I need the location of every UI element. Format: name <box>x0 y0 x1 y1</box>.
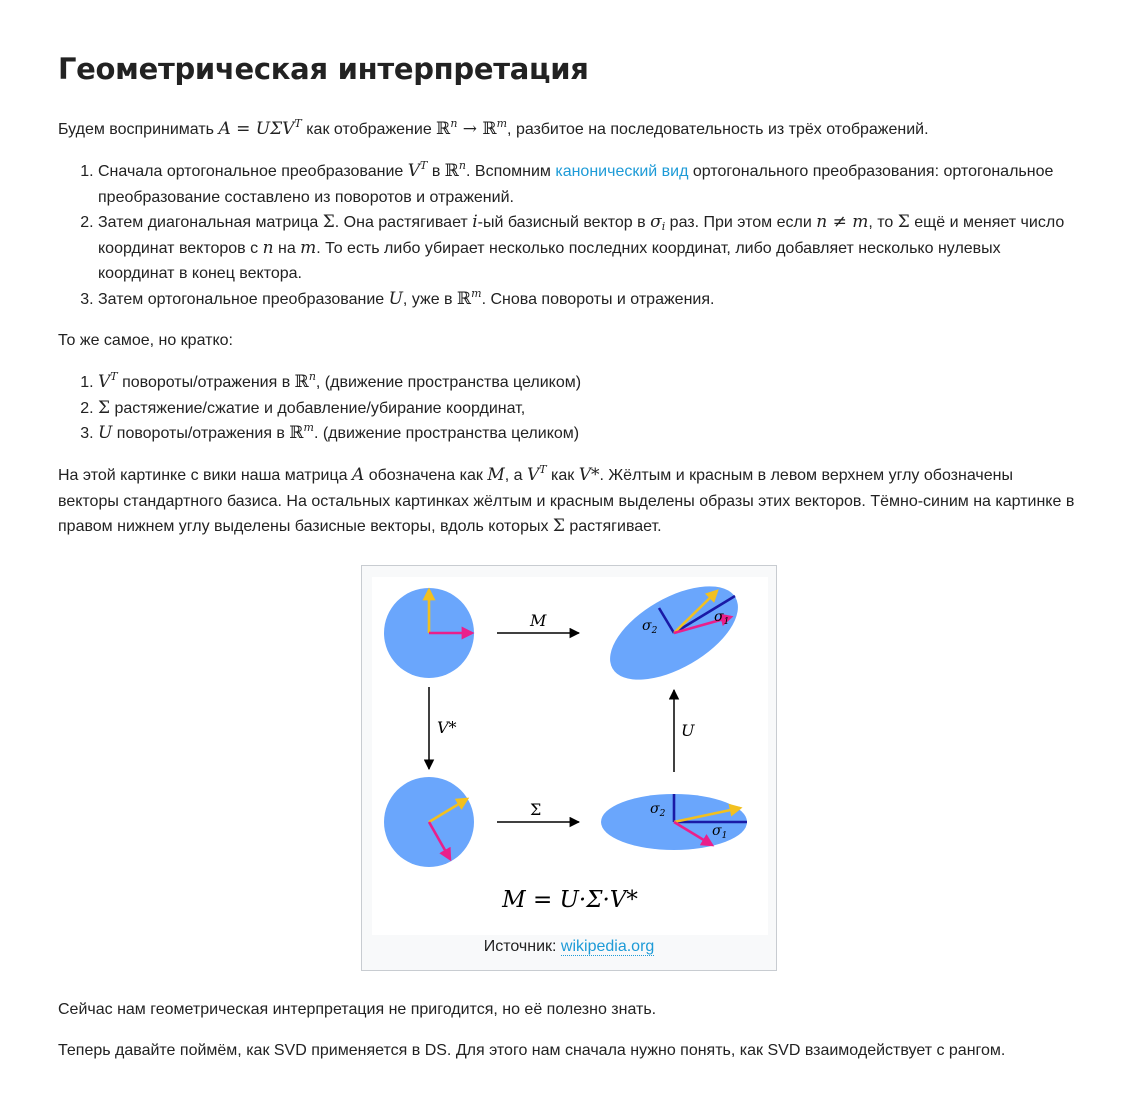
paragraph-after-figure: Сейчас нам геометрическая интерпретация … <box>58 1001 657 1018</box>
svd-diagram: σ1 σ2 σ2 σ1 M V* Σ <box>372 577 768 935</box>
short-label: То же самое, но кратко: <box>58 332 233 349</box>
paragraph-svd-rank: Теперь давайте поймём, как SVD применяет… <box>58 1042 1006 1059</box>
svd-formula: M = U·Σ·V* <box>501 887 638 913</box>
sigma2-label-bottom: σ2 <box>650 801 666 819</box>
sigma1-axis <box>673 594 736 635</box>
section-title: Геометрическая интерпретация <box>58 52 589 86</box>
sigma2-label-top: σ2 <box>642 618 658 636</box>
list-item: Затем диагональная матрица Σ. Она растяг… <box>98 210 1078 287</box>
figure-caption: Источник: wikipedia.org <box>483 938 655 956</box>
list-item: Сначала ортогональное преобразование VT … <box>98 159 1078 210</box>
label-U: U <box>681 721 695 740</box>
intro-paragraph: Будем воспринимать A = UΣVT как отображе… <box>58 117 929 139</box>
math-rn: ℝn → ℝm <box>436 117 508 139</box>
list-item: VT повороты/отражения в ℝn, (движение пр… <box>98 370 1078 396</box>
list-item: U повороты/отражения в ℝm. (движение про… <box>98 421 1078 447</box>
wiki-paragraph: На этой картинке с вики наша матрица A о… <box>58 463 1075 536</box>
sigma1-label-bottom: σ1 <box>712 823 727 841</box>
label-Sigma: Σ <box>530 800 541 819</box>
wikipedia-link[interactable]: wikipedia.org <box>560 938 655 956</box>
label-Vstar: V* <box>437 718 457 737</box>
ellipse-top-right <box>610 586 738 680</box>
label-M: M <box>529 611 547 630</box>
svd-equation: A = UΣVT <box>218 117 302 139</box>
steps-list: Сначала ортогональное преобразование VT … <box>58 159 1078 312</box>
sigma2-axis <box>657 607 676 634</box>
list-item: Σ растяжение/сжатие и добавление/убирани… <box>98 396 1078 422</box>
sigma1-label-top: σ1 <box>714 609 729 627</box>
svd-diagram-svg: σ1 σ2 σ2 σ1 M V* Σ <box>384 586 747 913</box>
list-item: Затем ортогональное преобразование U, уж… <box>98 287 1078 313</box>
short-list: VT повороты/отражения в ℝn, (движение пр… <box>58 370 1078 447</box>
svd-figure: σ1 σ2 σ2 σ1 M V* Σ <box>361 565 777 971</box>
canonical-form-link[interactable]: канонический вид <box>555 163 689 180</box>
